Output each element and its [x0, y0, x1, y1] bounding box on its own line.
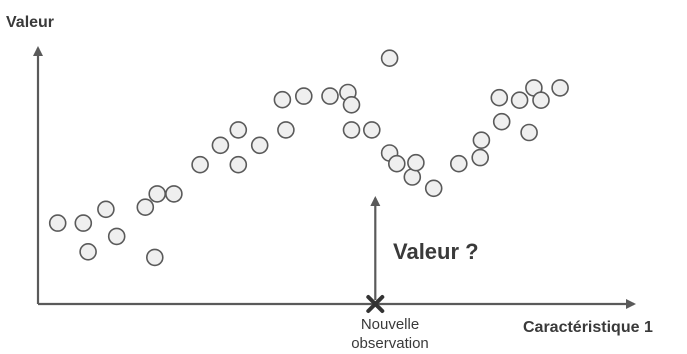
data-point	[492, 112, 511, 131]
data-point	[97, 200, 115, 219]
cross-mark	[366, 295, 385, 313]
data-point	[74, 214, 93, 232]
data-point	[191, 155, 209, 174]
data-point	[342, 96, 361, 114]
data-point	[510, 91, 529, 109]
new-observation-label-line2: observation	[351, 335, 429, 352]
data-point	[136, 198, 155, 216]
data-point	[520, 123, 538, 142]
data-points	[48, 49, 569, 267]
data-point	[211, 136, 230, 155]
data-point	[107, 227, 126, 246]
data-point	[387, 154, 406, 173]
data-point	[229, 155, 248, 174]
data-point	[79, 243, 97, 261]
data-point	[273, 90, 292, 109]
query-value-label: Valeur ?	[393, 239, 479, 264]
data-point	[165, 185, 183, 203]
data-point	[490, 88, 509, 107]
data-point	[551, 79, 569, 97]
data-point	[294, 87, 313, 105]
new-observation-label-line1: Nouvelle	[361, 316, 419, 333]
data-point	[449, 154, 468, 173]
data-point	[532, 91, 550, 109]
data-point	[48, 214, 67, 232]
data-point	[472, 131, 491, 149]
data-point	[321, 87, 339, 105]
data-point	[146, 248, 164, 267]
data-point	[229, 121, 248, 139]
data-point	[407, 153, 425, 172]
data-point	[148, 185, 166, 203]
data-point	[277, 121, 295, 139]
x-axis-label: Caractéristique 1	[523, 319, 653, 336]
new-observation-marker	[366, 295, 385, 313]
data-point	[342, 121, 361, 139]
data-point	[380, 49, 399, 68]
data-point	[362, 121, 381, 139]
data-point	[424, 179, 443, 198]
data-point	[403, 168, 422, 186]
data-point	[471, 148, 490, 167]
y-axis-label: Valeur	[6, 14, 54, 31]
data-point	[250, 136, 269, 155]
